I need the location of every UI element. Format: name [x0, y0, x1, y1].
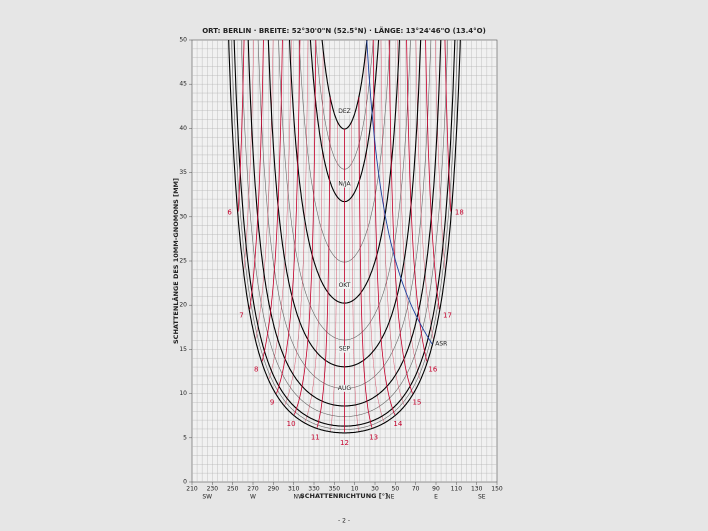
hour-label: 7 [239, 312, 243, 320]
half-hour-line [351, 121, 359, 432]
y-tick-label: 15 [179, 346, 187, 353]
hour-line [358, 97, 373, 428]
x-tick-label: 50 [392, 486, 400, 493]
asr-label: ASR [435, 341, 447, 348]
hour-label: 12 [340, 439, 349, 447]
x-tick-label: 30 [371, 486, 379, 493]
hour-line [372, 40, 396, 415]
y-tick-label: 25 [179, 258, 187, 265]
compass-label: E [434, 494, 438, 501]
asr-curve [366, 40, 433, 345]
x-tick-label: 90 [432, 486, 440, 493]
hour-line [249, 40, 264, 310]
hour-label: 9 [270, 398, 274, 406]
y-tick-label: 10 [179, 390, 187, 397]
month-label-bg [338, 345, 351, 353]
y-axis-label: SCHATTENLÄNGE DES 10MM-GNOMONS [MM] [171, 178, 180, 344]
hour-label: 16 [428, 366, 437, 374]
month-label: SEP [339, 346, 351, 353]
compass-label: NW [294, 494, 304, 501]
month-label: OKT [339, 282, 351, 289]
hour-label: 17 [443, 312, 452, 320]
y-tick-label: 40 [179, 125, 187, 132]
hour-line [388, 40, 413, 394]
half-hour-line [365, 49, 385, 423]
month-label: N/JA [338, 180, 351, 187]
x-tick-label: 330 [308, 486, 320, 493]
half-hour-line [397, 40, 421, 380]
half-hour-line [304, 49, 324, 423]
month-label-bg [338, 107, 351, 115]
x-tick-label: 110 [451, 486, 463, 493]
y-tick-label: 0 [183, 479, 187, 486]
hour-line [261, 40, 283, 362]
hour-line [276, 40, 301, 394]
hour-line [237, 40, 245, 212]
half-hour-line [435, 40, 446, 270]
x-tick-label: 230 [207, 486, 219, 493]
y-tick-label: 35 [179, 169, 187, 176]
labels: 210 230 250 270 290 310 330 350 10 30 50 70 90 110 130… [179, 37, 503, 501]
y-tick-label: 20 [179, 302, 187, 309]
x-axis-label: SCHATTENRICHTUNG [°] [300, 492, 388, 500]
hour-label: 13 [369, 433, 378, 441]
half-hour-line [268, 40, 292, 380]
hour-line [316, 97, 331, 428]
x-tick-label: 250 [227, 486, 239, 493]
x-tick-label: 290 [268, 486, 280, 493]
month-label-bg [338, 180, 351, 188]
month-label: AUG [338, 385, 351, 392]
declination-curve [228, 40, 461, 434]
hour-line [444, 40, 452, 212]
compass-label: NE [386, 494, 394, 501]
x-tick-label: 350 [329, 486, 341, 493]
hour-label: 14 [393, 420, 402, 428]
x-tick-label: 10 [351, 486, 359, 493]
hour-label: 6 [227, 209, 232, 217]
hour-line [406, 40, 428, 362]
hour-line [425, 40, 440, 310]
grid [189, 39, 498, 485]
curves [228, 40, 461, 434]
hour-label: 8 [254, 366, 258, 374]
month-label-bg [338, 281, 351, 289]
chart-title: ORT: BERLIN · BREITE: 52°30'0"N (52.5°N)… [202, 26, 486, 35]
x-tick-label: 310 [288, 486, 300, 493]
compass-label: SW [202, 494, 212, 501]
month-label: DEZ [338, 108, 351, 115]
half-hour-line [415, 40, 434, 339]
x-tick-label: 210 [186, 486, 198, 493]
y-tick-label: 5 [183, 434, 187, 441]
y-tick-label: 50 [179, 37, 187, 44]
hour-label: 18 [455, 209, 464, 217]
x-tick-label: 270 [247, 486, 259, 493]
hour-label: 11 [311, 433, 320, 441]
x-tick-label: 130 [471, 486, 483, 493]
compass-label: SE [478, 494, 486, 501]
half-hour-line [255, 40, 274, 339]
x-tick-label: 70 [412, 486, 420, 493]
y-tick-label: 45 [179, 81, 187, 88]
hour-line [293, 40, 317, 415]
hour-label: 15 [412, 398, 421, 406]
hour-label: 10 [287, 420, 296, 428]
x-tick-label: 150 [491, 486, 503, 493]
y-tick-label: 30 [179, 213, 187, 220]
footer: - 2 - [338, 518, 350, 525]
month-label-bg [338, 384, 351, 392]
half-hour-line [330, 121, 338, 432]
half-hour-line [243, 40, 254, 270]
compass-label: W [250, 494, 256, 501]
